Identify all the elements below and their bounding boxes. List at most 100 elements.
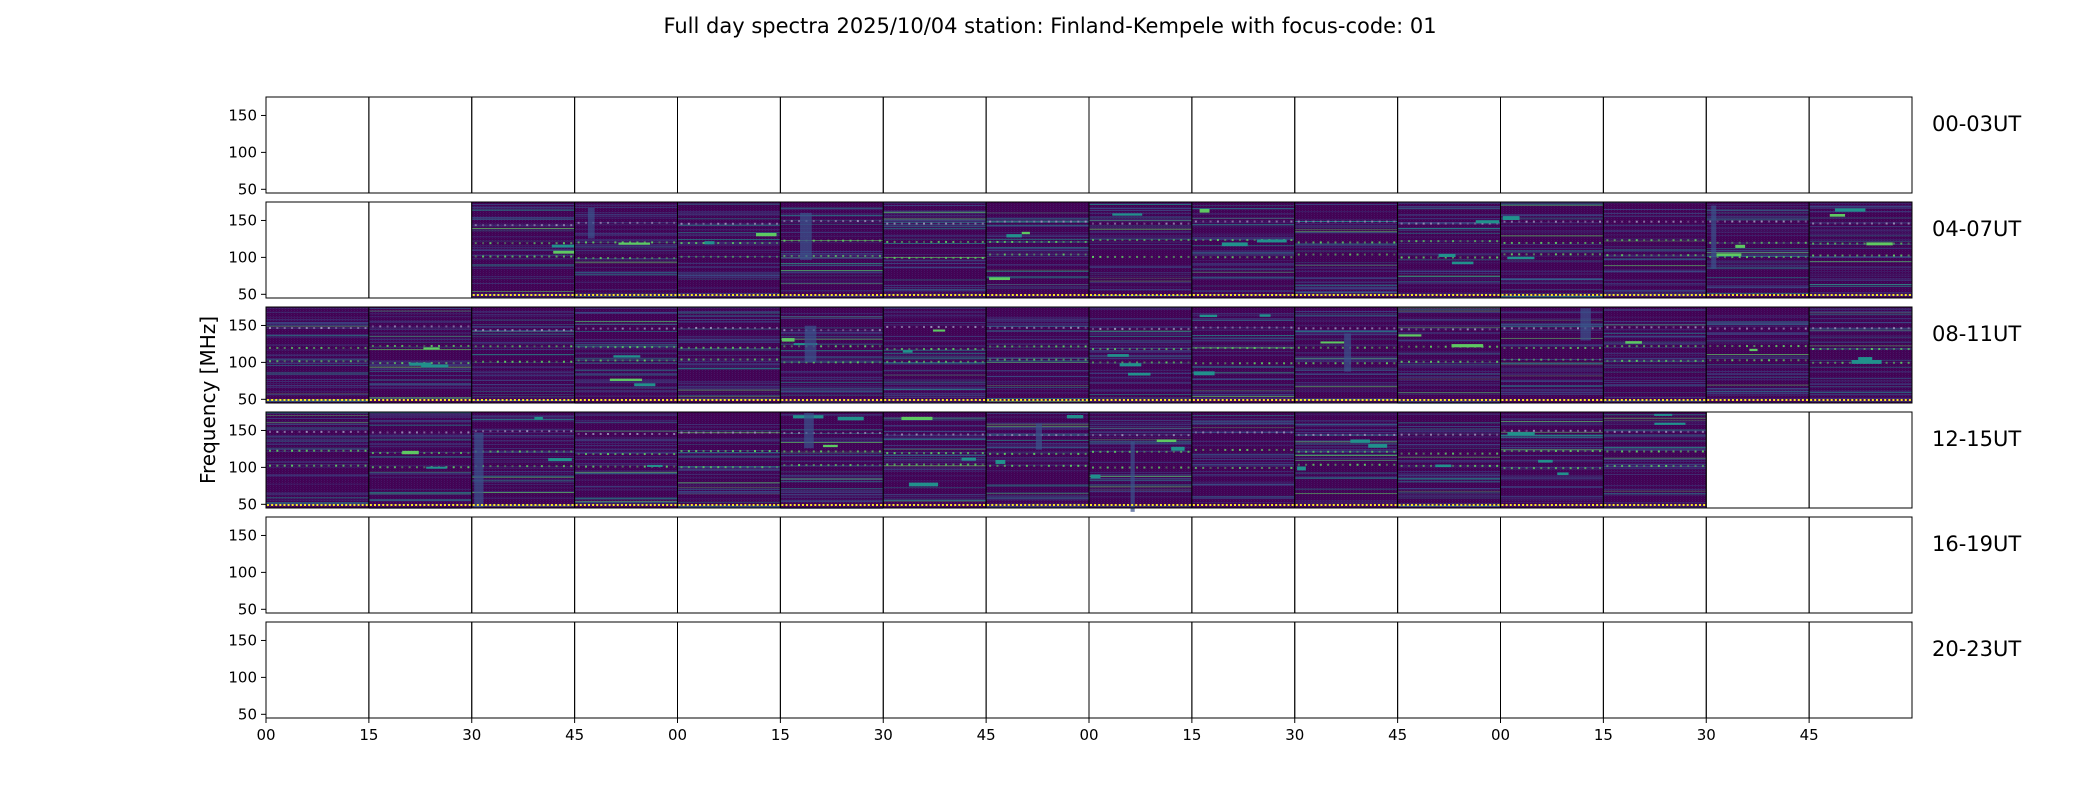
spectrogram-dot xyxy=(489,224,492,227)
spectrogram-band xyxy=(1294,221,1398,223)
spectrogram-band xyxy=(986,269,1089,271)
spectrogram-dot xyxy=(1003,345,1006,348)
spectrogram-band xyxy=(986,330,1089,332)
spectrogram-dot xyxy=(614,432,617,435)
spectrogram-dot xyxy=(1062,240,1065,243)
calibration-dot xyxy=(978,294,981,296)
spectrogram-dot xyxy=(1503,327,1506,330)
spectrogram-band xyxy=(1397,307,1501,309)
spectrogram-band xyxy=(986,212,1089,214)
spectrogram-dot xyxy=(1466,464,1469,467)
spectrogram-band xyxy=(1706,392,1810,394)
spectrogram-band xyxy=(1191,341,1295,343)
calibration-dot xyxy=(653,294,656,296)
spectrogram-dot xyxy=(658,346,661,349)
spectrogram-dot xyxy=(1650,220,1653,223)
spectrogram-dot xyxy=(1246,347,1249,350)
spectrogram-panel xyxy=(574,96,678,194)
spectrogram-band xyxy=(1294,382,1398,384)
calibration-dot xyxy=(1180,504,1183,506)
spectrogram-dot xyxy=(937,325,940,328)
spectrogram-band xyxy=(471,435,575,437)
spectrogram-band xyxy=(1706,357,1810,359)
spectrogram-band xyxy=(677,466,781,468)
spectrogram-dot xyxy=(1202,347,1205,350)
y-tick-label: 50 xyxy=(238,180,257,198)
calibration-dot xyxy=(1196,399,1199,401)
calibration-dot xyxy=(620,294,623,296)
calibration-dot xyxy=(513,399,516,401)
spectrogram-band xyxy=(574,412,678,414)
spectrogram-dot xyxy=(886,240,889,243)
spectrogram-band xyxy=(1294,420,1398,422)
spectrogram-band xyxy=(471,505,575,507)
spectrogram-dot xyxy=(1385,220,1388,223)
spectrogram-band xyxy=(1294,288,1398,290)
spectrogram-dot xyxy=(371,344,374,347)
spectrogram-dot xyxy=(1069,345,1072,348)
spectrogram-dot xyxy=(776,326,779,329)
calibration-dot xyxy=(1044,399,1047,401)
spectrogram-dot xyxy=(974,433,977,436)
spectrogram-band xyxy=(677,466,781,468)
spectrogram-band xyxy=(1603,255,1707,257)
spectrogram-band xyxy=(1603,215,1707,217)
spectrogram-dot xyxy=(1114,466,1117,469)
calibration-dot xyxy=(1756,294,1759,296)
calibration-dot xyxy=(1682,294,1685,296)
spectrogram-burst xyxy=(1507,256,1535,260)
spectrogram-dot xyxy=(393,466,396,469)
spectrogram-dot xyxy=(1378,450,1381,453)
spectrogram-dot xyxy=(320,346,323,349)
spectrogram-band xyxy=(1089,220,1192,222)
spectrogram-band xyxy=(1603,265,1707,267)
calibration-dot xyxy=(1435,504,1438,506)
spectrogram-band xyxy=(1397,333,1501,335)
spectrogram-dot xyxy=(746,242,749,245)
calibration-dot xyxy=(1048,294,1051,296)
calibration-dot xyxy=(283,399,286,401)
spectrogram-band xyxy=(780,338,884,340)
spectrogram-dot xyxy=(1136,255,1139,258)
spectrogram-band xyxy=(677,341,781,343)
spectrogram-band xyxy=(1397,317,1501,319)
spectrogram-burst xyxy=(1538,459,1553,463)
spectrogram-dot xyxy=(1576,241,1579,244)
panel-frame xyxy=(1602,96,1707,194)
spectrogram-band xyxy=(574,470,678,472)
calibration-dot xyxy=(1172,504,1175,506)
spectrogram-dot xyxy=(827,431,830,434)
calibration-dot xyxy=(1040,294,1043,296)
spectrogram-dot xyxy=(1804,327,1807,330)
spectrogram-dot xyxy=(945,360,948,363)
spectrogram-dot xyxy=(467,344,470,347)
spectrogram-band xyxy=(1294,277,1398,279)
spectrogram-dot xyxy=(1385,463,1388,466)
calibration-dot xyxy=(1052,399,1055,401)
spectrogram-dot xyxy=(1393,450,1396,453)
calibration-dot xyxy=(1875,294,1878,296)
calibration-dot xyxy=(489,399,492,401)
spectrogram-dot xyxy=(842,431,845,434)
spectrogram-dot xyxy=(856,450,859,453)
spectrogram-dot xyxy=(643,346,646,349)
spectrogram-band xyxy=(1500,230,1604,232)
spectrogram-dot xyxy=(1907,327,1910,330)
calibration-dot xyxy=(983,399,986,401)
spectrogram-dot xyxy=(1731,241,1734,244)
spectrogram-dot xyxy=(1393,241,1396,244)
spectrogram-dot xyxy=(599,327,602,330)
spectrogram-band xyxy=(780,331,884,333)
calibration-dot xyxy=(1538,399,1541,401)
spectrogram-band xyxy=(1089,424,1192,426)
calibration-dot xyxy=(1863,399,1866,401)
spectrogram-dot xyxy=(291,464,294,467)
spectrogram-band xyxy=(677,432,781,434)
spectrogram-band xyxy=(883,307,987,309)
spectrogram-dot xyxy=(768,431,771,434)
calibration-dot xyxy=(925,294,928,296)
spectrogram-band xyxy=(1603,419,1707,421)
spectrogram-dot xyxy=(768,346,771,349)
spectrogram-dot xyxy=(1731,345,1734,348)
spectrogram-band xyxy=(471,371,575,373)
